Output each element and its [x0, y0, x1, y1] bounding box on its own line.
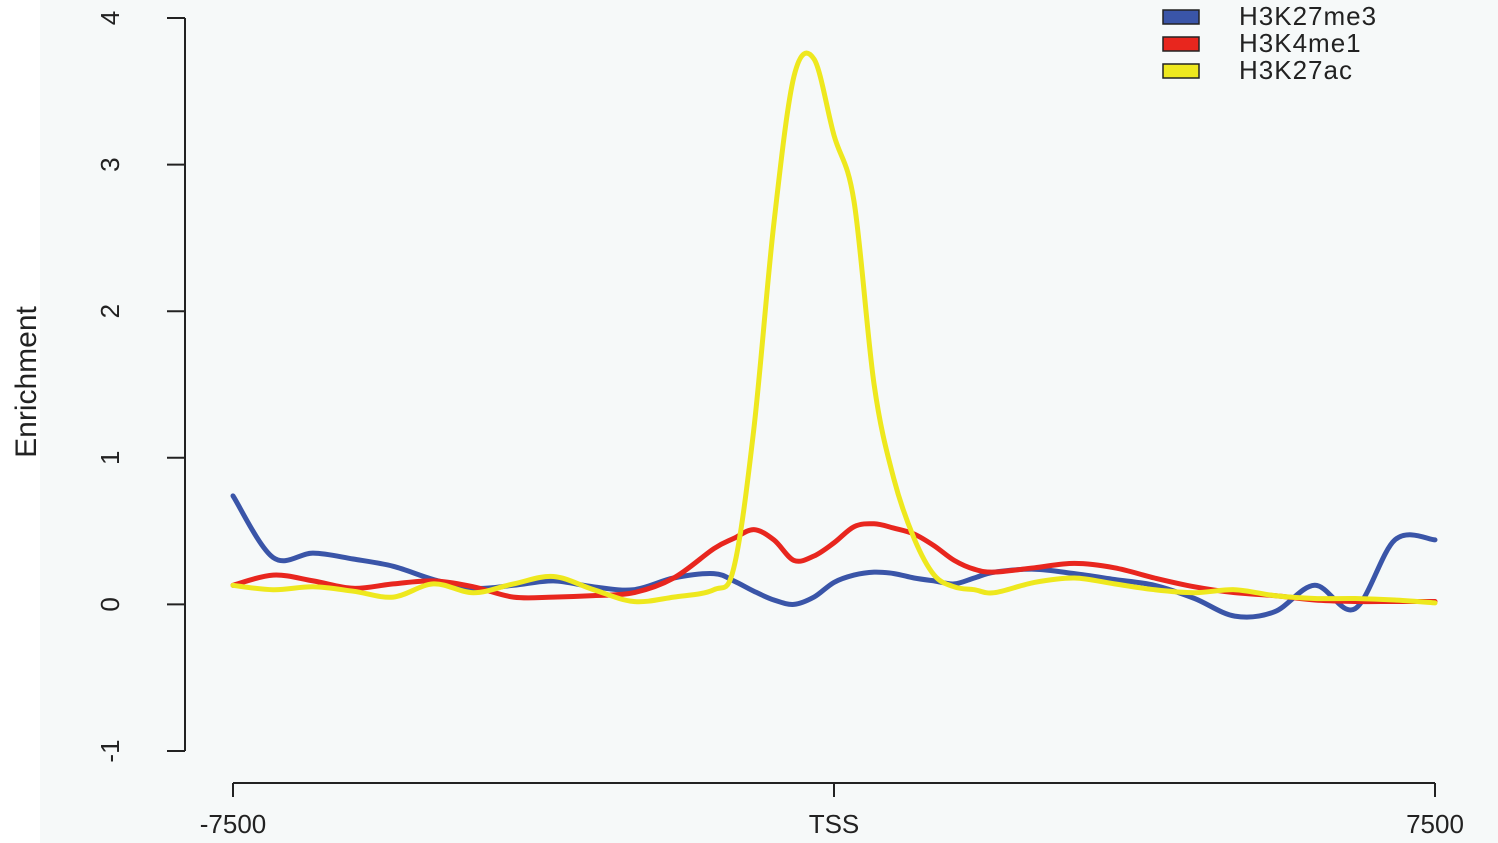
series-layer [230, 50, 1438, 620]
series-line-h3k4me1 [230, 521, 1438, 605]
legend-swatch [1162, 9, 1200, 25]
y-tick-label: -1 [95, 739, 125, 762]
y-axis: -1 0 1 2 3 4 [95, 11, 186, 763]
y-tick-label: 4 [95, 11, 125, 25]
legend-swatch [1162, 63, 1200, 79]
x-tick-label: 7500 [1406, 809, 1464, 839]
legend-label: H3K4me1 [1239, 28, 1362, 58]
y-tick-label: 1 [95, 451, 125, 465]
series-line-h3k27ac [230, 50, 1438, 606]
x-axis: -7500 TSS 7500 [200, 782, 1464, 839]
x-tick-label: -7500 [200, 809, 267, 839]
y-axis-title: Enrichment [10, 305, 43, 457]
x-tick-label: TSS [809, 809, 860, 839]
legend-swatch [1162, 36, 1200, 52]
y-tick-label: 0 [95, 597, 125, 611]
y-tick-label: 2 [95, 304, 125, 318]
legend-label: H3K27me3 [1239, 1, 1377, 31]
y-tick-label: 3 [95, 157, 125, 171]
legend-label: H3K27ac [1239, 55, 1353, 85]
plot-background [40, 0, 1498, 843]
